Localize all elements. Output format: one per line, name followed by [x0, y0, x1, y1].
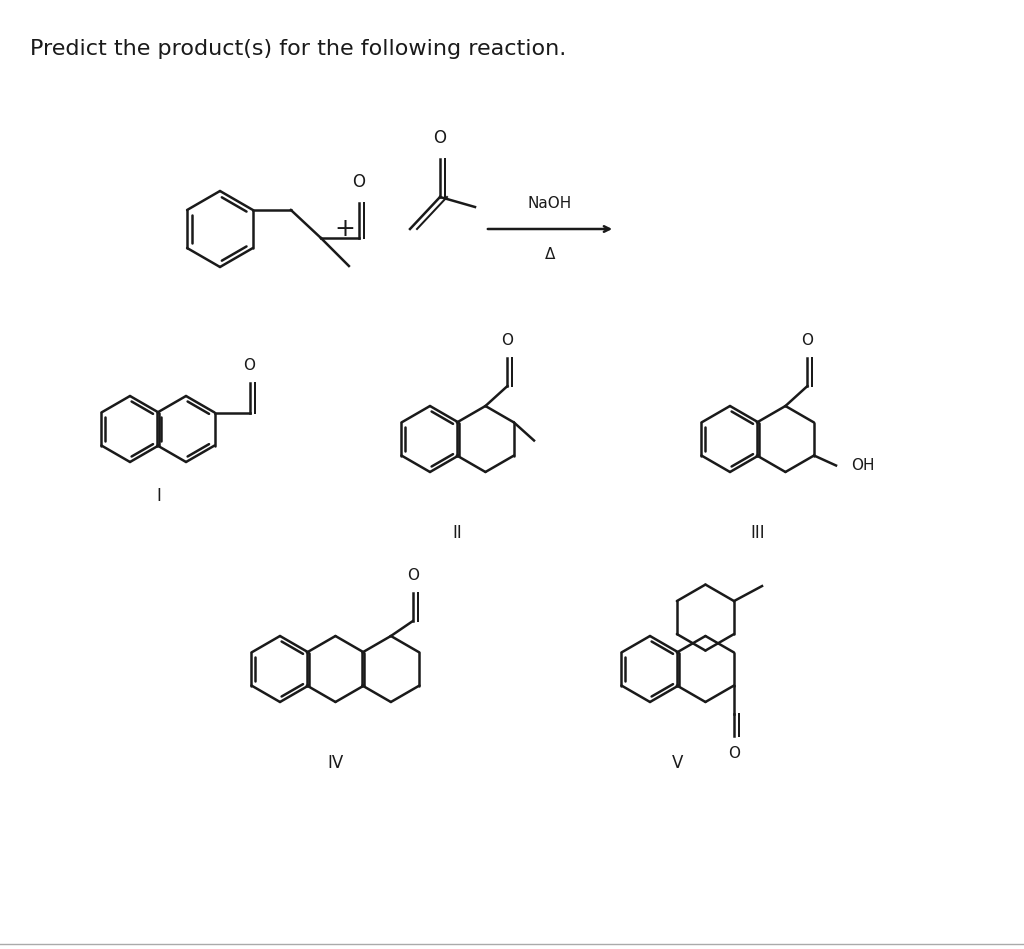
Text: OH: OH [851, 458, 874, 473]
Text: +: + [335, 217, 355, 241]
Text: IV: IV [328, 754, 344, 772]
Text: O: O [352, 173, 366, 191]
Text: Δ: Δ [545, 247, 555, 262]
Text: V: V [672, 754, 683, 772]
Text: O: O [433, 129, 446, 147]
Text: III: III [751, 524, 765, 542]
Text: O: O [407, 568, 419, 583]
Text: Predict the product(s) for the following reaction.: Predict the product(s) for the following… [30, 39, 566, 59]
Text: O: O [802, 333, 813, 348]
Text: NaOH: NaOH [528, 196, 572, 211]
Text: O: O [244, 358, 256, 373]
Text: II: II [453, 524, 463, 542]
Text: O: O [502, 333, 513, 348]
Text: O: O [728, 746, 740, 760]
Text: I: I [156, 487, 161, 505]
